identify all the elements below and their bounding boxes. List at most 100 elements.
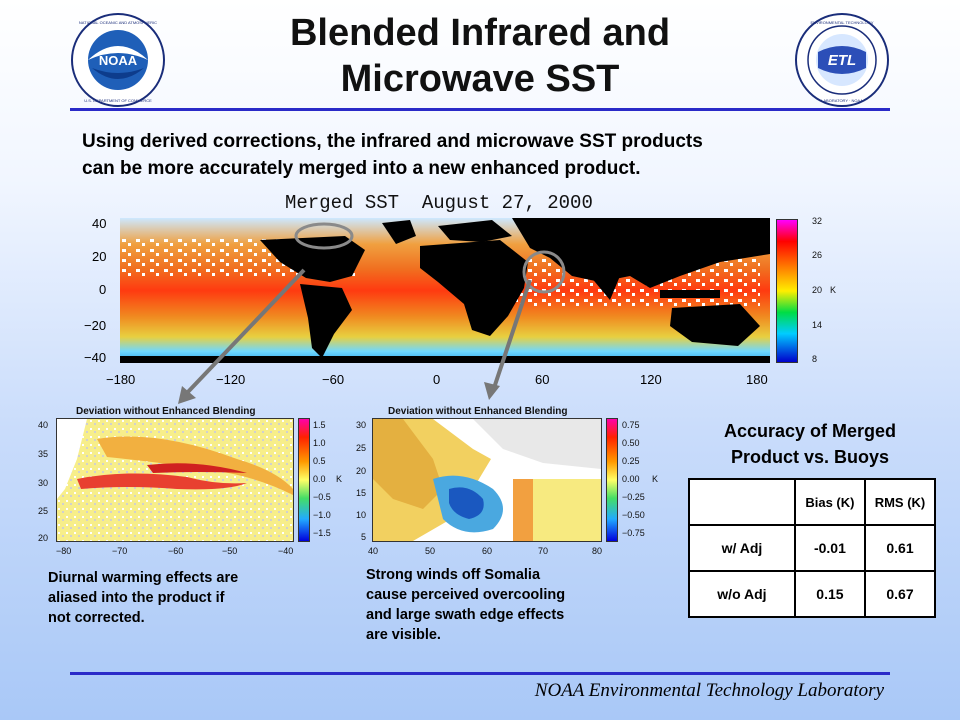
slide-title: Blended Infrared and Microwave SST	[220, 10, 740, 102]
slide-title-line-1: Blended Infrared and	[289, 12, 671, 54]
left-inset-y-tick-5: 20	[38, 533, 49, 543]
right-inset-y-tick-1: 30	[356, 420, 367, 430]
left-inset-x-tick-1: −80	[56, 546, 72, 556]
top-divider	[70, 108, 890, 111]
right-inset-y-tick-2: 25	[356, 443, 367, 453]
svg-text:U.S. DEPARTMENT OF COMMERCE: U.S. DEPARTMENT OF COMMERCE	[84, 98, 152, 103]
table-cell-label: w/ Adj	[688, 524, 796, 572]
etl-logo-center-text: ETL	[828, 52, 856, 69]
right-inset-x-tick-1: 40	[368, 546, 379, 556]
svg-text:NATIONAL OCEANIC AND ATMOSPHER: NATIONAL OCEANIC AND ATMOSPHERIC	[79, 20, 157, 25]
right-inset-y-tick-5: 10	[356, 510, 367, 520]
right-inset-cbar-tick-7: −0.75	[622, 528, 645, 538]
right-caption-line-1: Strong winds off Somalia	[366, 567, 541, 583]
subtitle: Using derived corrections, the infrared …	[82, 128, 882, 182]
main-map-x-tick-1: −180	[106, 372, 136, 387]
left-inset-y-tick-2: 35	[38, 449, 49, 459]
main-colorbar-tick-3: 20	[812, 285, 823, 295]
left-inset-y-tick-1: 40	[38, 420, 49, 430]
left-inset-y-tick-3: 30	[38, 478, 49, 488]
left-inset-cbar-tick-7: −1.5	[313, 528, 331, 538]
bottom-divider	[70, 672, 890, 675]
table-header-blank	[688, 478, 796, 526]
right-inset-cbar-tick-6: −0.50	[622, 510, 645, 520]
left-caption-line-1: Diurnal warming effects are	[48, 570, 239, 586]
left-inset-caption: Diurnal warming effects are aliased into…	[48, 568, 308, 628]
right-inset-cbar-tick-3: 0.25	[622, 456, 640, 466]
right-caption-line-4: are visible.	[366, 627, 441, 643]
right-inset-cbar-tick-5: −0.25	[622, 492, 645, 502]
main-map-title: Merged SST August 27, 2000	[285, 192, 593, 214]
left-inset-x-tick-3: −60	[168, 546, 184, 556]
left-inset-x-tick-2: −70	[112, 546, 128, 556]
left-caption-line-2: aliased into the product if	[48, 590, 225, 606]
table-header-row: Bias (K) RMS (K)	[688, 478, 936, 526]
noaa-logo-center-text: NOAA	[99, 53, 138, 68]
main-map-x-tick-6: 120	[640, 372, 662, 387]
left-inset-y-tick-4: 25	[38, 506, 49, 516]
main-map-x-tick-3: −60	[322, 372, 345, 387]
main-colorbar-tick-1: 32	[812, 216, 823, 226]
right-inset-y-tick-6: 5	[361, 532, 367, 542]
table-header-bias: Bias (K)	[793, 478, 867, 526]
main-colorbar-tick-2: 26	[812, 250, 823, 260]
main-map-x-tick-7: 180	[746, 372, 768, 387]
main-colorbar-tick-4: 14	[812, 320, 823, 330]
right-inset-x-tick-4: 70	[538, 546, 549, 556]
left-inset-cbar-unit: K	[336, 474, 343, 484]
left-inset-cbar-tick-2: 1.0	[313, 438, 326, 448]
table-cell-label: w/o Adj	[688, 570, 796, 618]
right-inset-colorbar	[606, 418, 618, 542]
left-inset-cbar-tick-5: −0.5	[313, 492, 331, 502]
right-inset-cbar-tick-1: 0.75	[622, 420, 640, 430]
main-colorbar-tick-5: 8	[812, 354, 818, 364]
right-caption-line-2: cause perceived overcooling	[366, 587, 566, 603]
right-inset-title: Deviation without Enhanced Blending	[388, 406, 568, 417]
main-map-y-tick-5: −40	[84, 350, 107, 365]
left-inset-cbar-tick-4: 0.0	[313, 474, 326, 484]
table-cell-bias: 0.15	[793, 570, 867, 618]
right-inset-caption: Strong winds off Somalia cause perceived…	[366, 565, 636, 645]
main-colorbar	[776, 219, 798, 363]
table-row: w/ Adj -0.01 0.61	[688, 524, 936, 572]
main-map-y-tick-3: 0	[99, 282, 107, 297]
table-cell-rms: 0.61	[864, 524, 936, 572]
arrow-head-right-icon	[484, 382, 500, 400]
left-inset-cbar-tick-6: −1.0	[313, 510, 331, 520]
main-map-y-tick-1: 40	[92, 216, 107, 231]
subtitle-line-1: Using derived corrections, the infrared …	[82, 131, 703, 152]
right-inset-plot	[372, 418, 602, 542]
left-inset-colorbar	[298, 418, 310, 542]
right-inset-x-tick-3: 60	[482, 546, 493, 556]
left-inset-title: Deviation without Enhanced Blending	[76, 406, 256, 417]
subtitle-line-2: can be more accurately merged into a new…	[82, 158, 641, 179]
noaa-logo: NOAA NATIONAL OCEANIC AND ATMOSPHERIC U.…	[70, 12, 166, 108]
svg-text:ENVIRONMENTAL TECHNOLOGY: ENVIRONMENTAL TECHNOLOGY	[810, 20, 873, 25]
right-inset-x-tick-5: 80	[592, 546, 603, 556]
left-inset-cbar-tick-1: 1.5	[313, 420, 326, 430]
table-cell-bias: -0.01	[793, 524, 867, 572]
right-inset-cbar-tick-2: 0.50	[622, 438, 640, 448]
left-inset-plot	[56, 418, 294, 542]
left-inset-x-tick-5: −40	[278, 546, 294, 556]
main-map-x-tick-2: −120	[216, 372, 246, 387]
accuracy-title-line-1: Accuracy of Merged	[723, 421, 897, 441]
slide-title-line-2: Microwave SST	[340, 58, 620, 100]
right-inset-y-tick-4: 15	[356, 488, 367, 498]
accuracy-title: Accuracy of Merged Product vs. Buoys	[690, 418, 930, 470]
accuracy-title-line-2: Product vs. Buoys	[730, 447, 890, 467]
main-sst-map	[120, 218, 770, 363]
footer-text: NOAA Environmental Technology Laboratory	[534, 680, 884, 701]
accuracy-table: Bias (K) RMS (K) w/ Adj -0.01 0.61 w/o A…	[688, 478, 936, 618]
arrow-head-left-icon	[178, 386, 196, 404]
main-map-x-tick-5: 60	[535, 372, 550, 387]
left-inset-cbar-tick-3: 0.5	[313, 456, 326, 466]
right-caption-line-3: and large swath edge effects	[366, 607, 565, 623]
right-inset-y-tick-3: 20	[356, 466, 367, 476]
left-caption-line-3: not corrected.	[48, 610, 145, 626]
main-map-y-tick-2: 20	[92, 249, 107, 264]
table-row: w/o Adj 0.15 0.67	[688, 570, 936, 618]
left-inset-x-tick-4: −50	[222, 546, 238, 556]
highlight-ellipse-atlantic	[294, 222, 354, 250]
